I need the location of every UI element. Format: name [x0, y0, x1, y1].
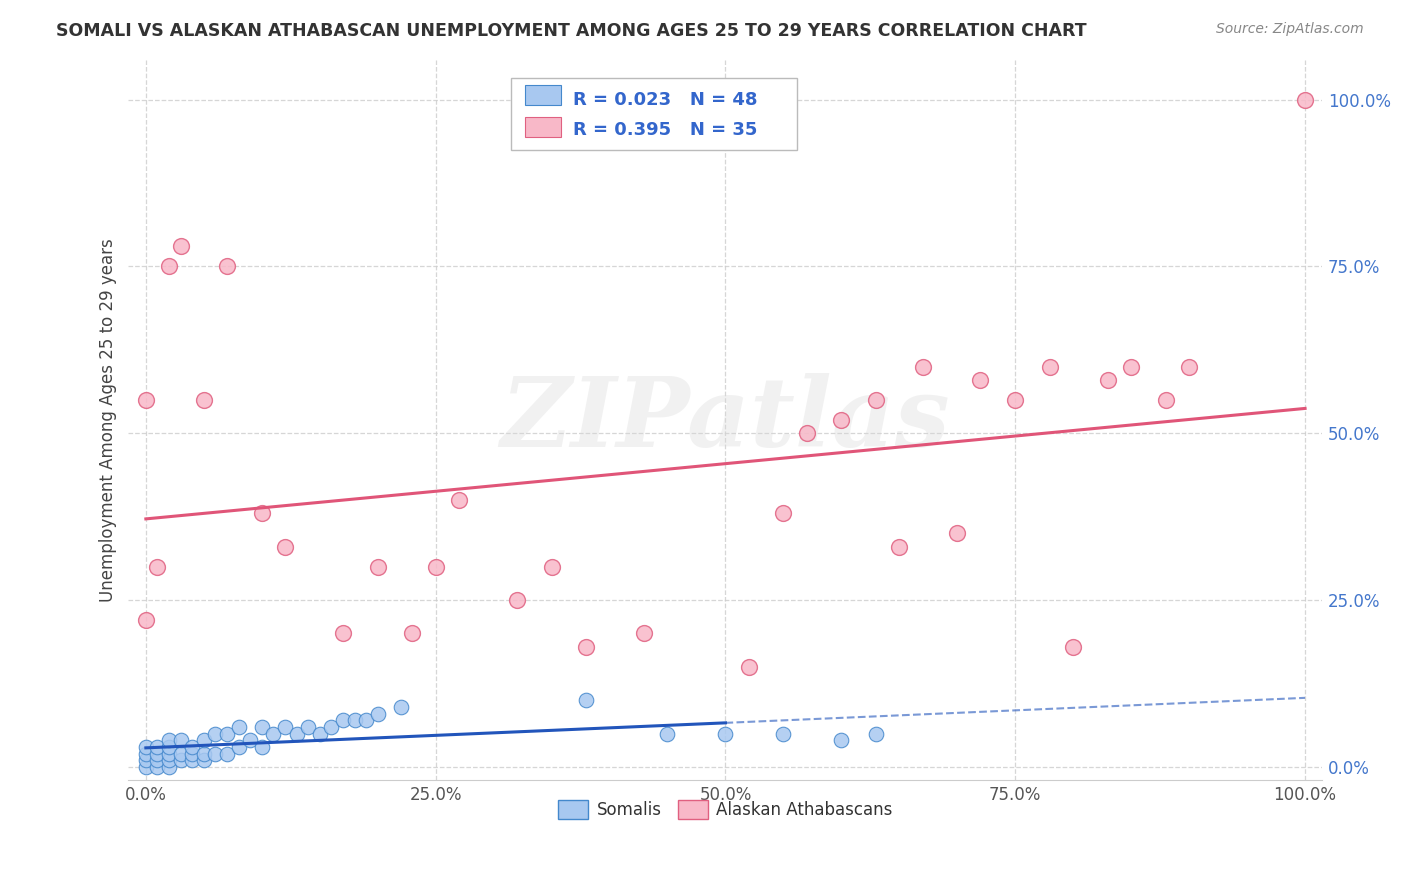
Point [193, 747, 215, 761]
Point [354, 713, 377, 727]
Point [135, 739, 157, 754]
Point [169, 747, 191, 761]
Point [146, 739, 169, 754]
Point [911, 359, 934, 374]
Point [506, 593, 529, 607]
Point [204, 726, 226, 740]
Point [193, 733, 215, 747]
Point [239, 733, 262, 747]
Point [1121, 359, 1143, 374]
Point [389, 699, 412, 714]
Point [737, 660, 759, 674]
Point [181, 753, 204, 767]
Point [540, 559, 562, 574]
Point [135, 392, 157, 407]
Point [135, 760, 157, 774]
Point [575, 693, 598, 707]
FancyBboxPatch shape [524, 85, 561, 105]
Point [321, 720, 343, 734]
Point [425, 559, 447, 574]
Point [657, 726, 679, 740]
Point [308, 726, 330, 740]
Point [274, 720, 297, 734]
Point [772, 726, 794, 740]
Point [146, 747, 169, 761]
Point [274, 540, 297, 554]
Point [157, 733, 180, 747]
FancyBboxPatch shape [524, 117, 561, 136]
Text: Source: ZipAtlas.com: Source: ZipAtlas.com [1216, 22, 1364, 37]
Point [228, 720, 250, 734]
Point [1004, 392, 1026, 407]
Text: ZIPatlas: ZIPatlas [501, 373, 950, 467]
Point [1097, 373, 1119, 387]
Text: SOMALI VS ALASKAN ATHABASCAN UNEMPLOYMENT AMONG AGES 25 TO 29 YEARS CORRELATION : SOMALI VS ALASKAN ATHABASCAN UNEMPLOYMEN… [56, 22, 1087, 40]
Point [157, 753, 180, 767]
Point [285, 726, 308, 740]
Point [135, 753, 157, 767]
Point [297, 720, 319, 734]
Point [367, 706, 389, 721]
Point [1154, 392, 1177, 407]
Point [969, 373, 991, 387]
Point [193, 753, 215, 767]
Point [157, 260, 180, 274]
Point [169, 239, 191, 253]
Point [135, 613, 157, 627]
Point [157, 760, 180, 774]
Point [146, 760, 169, 774]
Point [772, 507, 794, 521]
Point [401, 626, 423, 640]
FancyBboxPatch shape [510, 78, 797, 150]
Legend: Somalis, Alaskan Athabascans: Somalis, Alaskan Athabascans [551, 794, 900, 826]
Point [204, 747, 226, 761]
Point [447, 493, 470, 508]
Point [157, 739, 180, 754]
Point [946, 526, 969, 541]
Point [1178, 359, 1201, 374]
Point [262, 726, 284, 740]
Point [889, 540, 911, 554]
Point [157, 747, 180, 761]
Point [1062, 640, 1084, 654]
Point [215, 726, 238, 740]
Point [332, 713, 354, 727]
Point [633, 626, 655, 640]
Point [169, 753, 191, 767]
Point [865, 726, 887, 740]
Point [830, 413, 852, 427]
Point [250, 739, 273, 754]
Point [250, 720, 273, 734]
Point [169, 733, 191, 747]
Point [830, 733, 852, 747]
Point [367, 559, 389, 574]
Point [796, 426, 818, 441]
Text: R = 0.395   N = 35: R = 0.395 N = 35 [572, 120, 756, 139]
Point [1294, 93, 1316, 107]
Point [865, 392, 887, 407]
Point [135, 747, 157, 761]
Point [146, 753, 169, 767]
Point [215, 747, 238, 761]
Point [714, 726, 737, 740]
Point [146, 559, 169, 574]
Point [575, 640, 598, 654]
Point [181, 747, 204, 761]
Point [1039, 359, 1062, 374]
Point [250, 507, 273, 521]
Point [193, 392, 215, 407]
Y-axis label: Unemployment Among Ages 25 to 29 years: Unemployment Among Ages 25 to 29 years [100, 238, 117, 602]
Point [332, 626, 354, 640]
Point [215, 260, 238, 274]
Point [228, 739, 250, 754]
Point [343, 713, 366, 727]
Text: R = 0.023   N = 48: R = 0.023 N = 48 [572, 91, 756, 109]
Point [181, 739, 204, 754]
